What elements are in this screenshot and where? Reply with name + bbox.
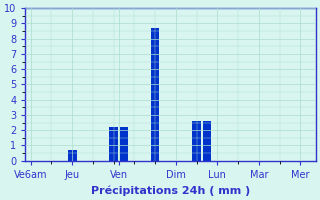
- Bar: [203, 121, 211, 161]
- Bar: [151, 28, 159, 161]
- Bar: [120, 127, 128, 161]
- Bar: [109, 127, 118, 161]
- X-axis label: Précipitations 24h ( mm ): Précipitations 24h ( mm ): [91, 185, 250, 196]
- Bar: [192, 121, 201, 161]
- Bar: [68, 150, 76, 161]
